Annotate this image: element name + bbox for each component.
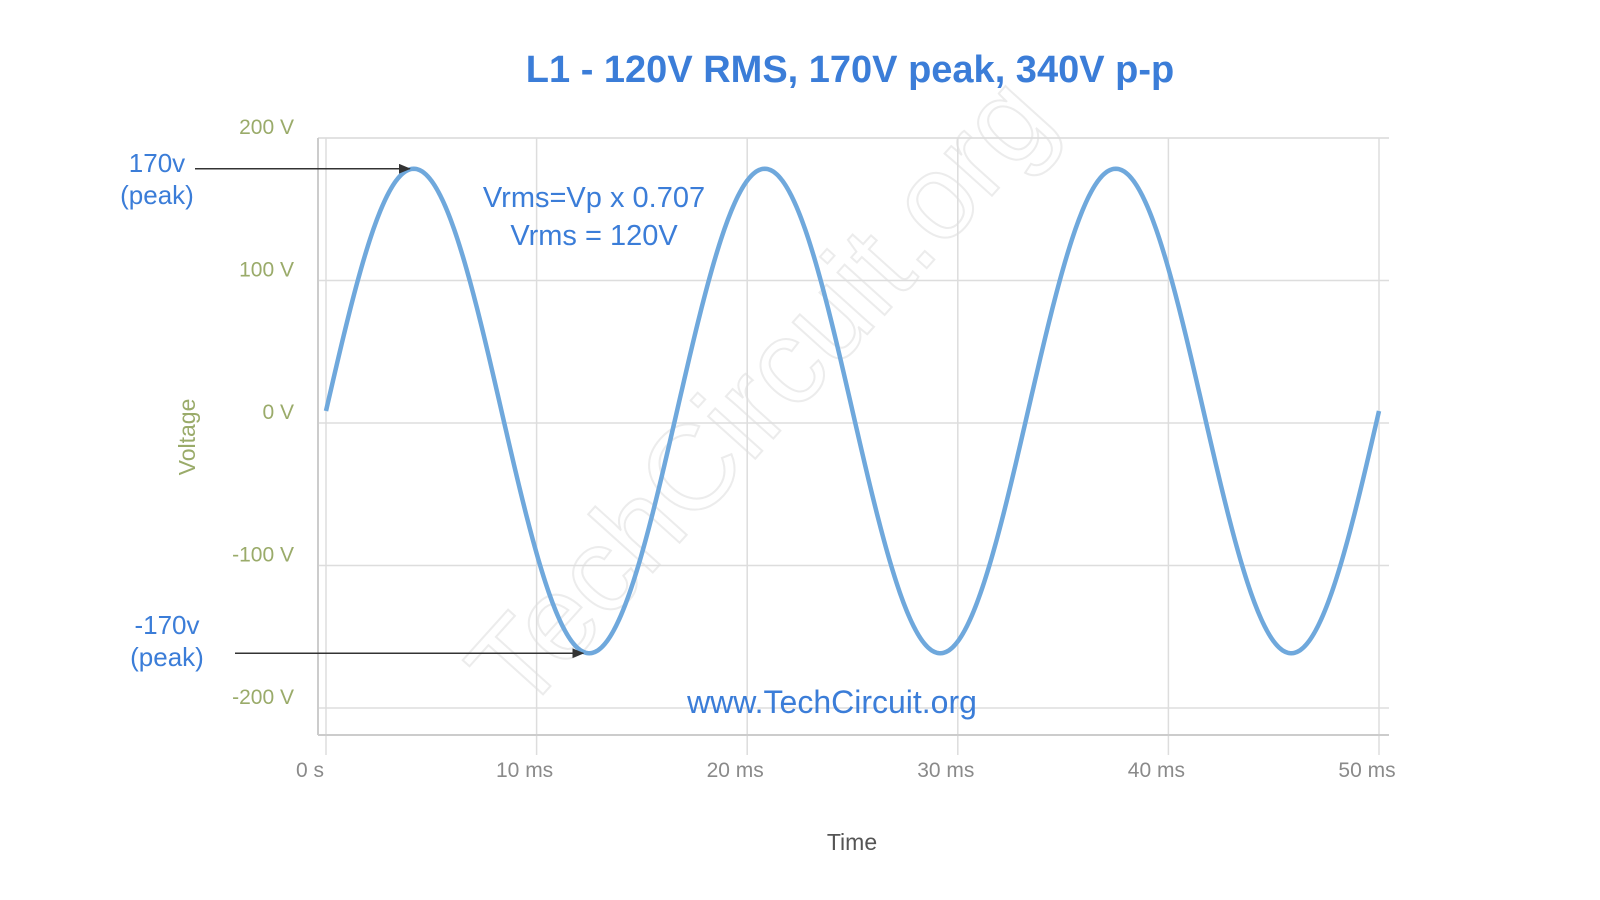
peak-negative-label: -170v bbox=[134, 610, 199, 640]
peak-positive-sublabel: (peak) bbox=[120, 180, 194, 210]
formula-line-1: Vrms=Vp x 0.707 bbox=[483, 182, 705, 214]
peak-positive-label: 170v bbox=[129, 148, 185, 178]
y-tick-label: 100 V bbox=[239, 259, 294, 282]
y-tick-label: 0 V bbox=[262, 401, 294, 424]
x-tick-label: 50 ms bbox=[1338, 759, 1395, 782]
x-tick-label: 20 ms bbox=[707, 759, 764, 782]
formula-line-2: Vrms = 120V bbox=[510, 220, 678, 252]
y-tick-label: 200 V bbox=[239, 116, 294, 139]
x-tick-label: 0 s bbox=[296, 759, 324, 782]
chart-title: L1 - 120V RMS, 170V peak, 340V p-p bbox=[526, 49, 1174, 91]
x-tick-labels: 0 s 10 ms 20 ms 30 ms 40 ms 50 ms bbox=[296, 759, 1396, 782]
y-tick-label: -200 V bbox=[232, 686, 294, 709]
x-tick-label: 40 ms bbox=[1128, 759, 1185, 782]
website-label: www.TechCircuit.org bbox=[686, 684, 977, 720]
x-tick-label: 30 ms bbox=[917, 759, 974, 782]
y-axis-label: Voltage bbox=[174, 399, 200, 476]
y-tick-labels: 200 V 100 V 0 V -100 V -200 V bbox=[232, 116, 294, 709]
x-tick-label: 10 ms bbox=[496, 759, 553, 782]
x-axis-label: Time bbox=[827, 829, 877, 855]
peak-negative-sublabel: (peak) bbox=[130, 642, 204, 672]
y-tick-label: -100 V bbox=[232, 544, 294, 567]
series-line-sine bbox=[323, 166, 1382, 656]
